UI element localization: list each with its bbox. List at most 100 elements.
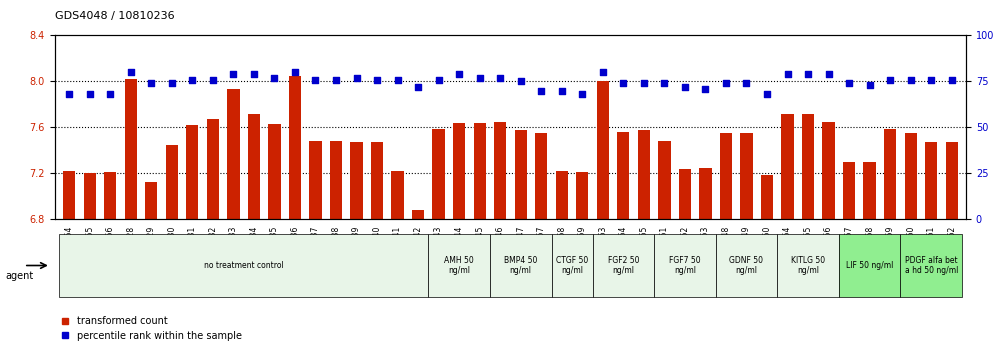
Bar — [268, 124, 281, 354]
Point — [677, 84, 693, 90]
FancyBboxPatch shape — [428, 234, 490, 297]
Bar — [84, 173, 96, 354]
FancyBboxPatch shape — [900, 234, 962, 297]
Point — [82, 91, 98, 97]
FancyBboxPatch shape — [59, 234, 428, 297]
Bar — [515, 130, 527, 354]
Bar — [740, 133, 753, 354]
Point — [513, 79, 529, 84]
Point — [287, 69, 303, 75]
Point — [635, 80, 651, 86]
Point — [184, 77, 200, 82]
Bar — [823, 122, 835, 354]
Bar — [782, 114, 794, 354]
Point — [123, 69, 138, 75]
Bar — [432, 129, 445, 354]
Bar — [453, 123, 465, 354]
Point — [205, 77, 221, 82]
Point — [595, 69, 611, 75]
Text: CTGF 50
ng/ml: CTGF 50 ng/ml — [556, 256, 589, 275]
Point — [656, 80, 672, 86]
Bar — [699, 168, 711, 354]
Point — [923, 77, 939, 82]
Bar — [618, 132, 629, 354]
FancyBboxPatch shape — [593, 234, 654, 297]
Bar — [576, 172, 589, 354]
Text: KITLG 50
ng/ml: KITLG 50 ng/ml — [791, 256, 825, 275]
Legend: transformed count, percentile rank within the sample: transformed count, percentile rank withi… — [60, 316, 242, 341]
Bar — [720, 133, 732, 354]
Bar — [925, 142, 937, 354]
FancyBboxPatch shape — [552, 234, 593, 297]
Point — [902, 77, 918, 82]
Bar — [556, 171, 568, 354]
Point — [759, 91, 775, 97]
FancyBboxPatch shape — [777, 234, 839, 297]
Text: AMH 50
ng/ml: AMH 50 ng/ml — [444, 256, 474, 275]
Bar — [124, 79, 136, 354]
Text: FGF2 50
ng/ml: FGF2 50 ng/ml — [608, 256, 639, 275]
Bar — [248, 114, 260, 354]
Point — [842, 80, 858, 86]
Point — [862, 82, 877, 88]
Point — [267, 75, 283, 81]
Bar — [658, 141, 670, 354]
Point — [430, 77, 446, 82]
Point — [533, 88, 549, 93]
Point — [554, 88, 570, 93]
Bar — [145, 182, 157, 354]
Text: GDNF 50
ng/ml: GDNF 50 ng/ml — [729, 256, 764, 275]
Point — [61, 91, 77, 97]
Bar — [761, 175, 773, 354]
Point — [410, 84, 426, 90]
FancyBboxPatch shape — [716, 234, 777, 297]
Bar — [227, 90, 239, 354]
Text: PDGF alfa bet
a hd 50 ng/ml: PDGF alfa bet a hd 50 ng/ml — [904, 256, 958, 275]
Point — [800, 71, 816, 77]
Bar — [310, 141, 322, 354]
Bar — [371, 142, 383, 354]
Text: FGF7 50
ng/ml: FGF7 50 ng/ml — [669, 256, 701, 275]
Point — [616, 80, 631, 86]
Bar — [63, 171, 76, 354]
Bar — [186, 125, 198, 354]
Text: LIF 50 ng/ml: LIF 50 ng/ml — [846, 261, 893, 270]
Bar — [351, 142, 363, 354]
Bar — [535, 133, 548, 354]
Text: no treatment control: no treatment control — [204, 261, 284, 270]
Point — [389, 77, 405, 82]
Point — [308, 77, 324, 82]
Bar — [904, 133, 917, 354]
Text: agent: agent — [5, 271, 33, 281]
Point — [944, 77, 960, 82]
Point — [472, 75, 488, 81]
Bar — [884, 129, 896, 354]
Point — [225, 71, 241, 77]
Point — [349, 75, 365, 81]
Point — [143, 80, 159, 86]
Bar — [391, 171, 403, 354]
Point — [575, 91, 591, 97]
Point — [738, 80, 754, 86]
Point — [246, 71, 262, 77]
Bar — [597, 81, 609, 354]
Point — [780, 71, 796, 77]
Bar — [473, 123, 486, 354]
Point — [718, 80, 734, 86]
Bar — [864, 162, 875, 354]
Point — [697, 86, 713, 92]
Point — [328, 77, 344, 82]
Bar — [637, 130, 650, 354]
Point — [163, 80, 179, 86]
Bar — [412, 210, 424, 354]
Bar — [494, 122, 506, 354]
Bar — [330, 141, 343, 354]
FancyBboxPatch shape — [654, 234, 716, 297]
Point — [492, 75, 508, 81]
FancyBboxPatch shape — [839, 234, 900, 297]
Point — [821, 71, 837, 77]
Bar — [104, 172, 117, 354]
Point — [451, 71, 467, 77]
Bar — [843, 162, 856, 354]
Bar — [289, 76, 301, 354]
